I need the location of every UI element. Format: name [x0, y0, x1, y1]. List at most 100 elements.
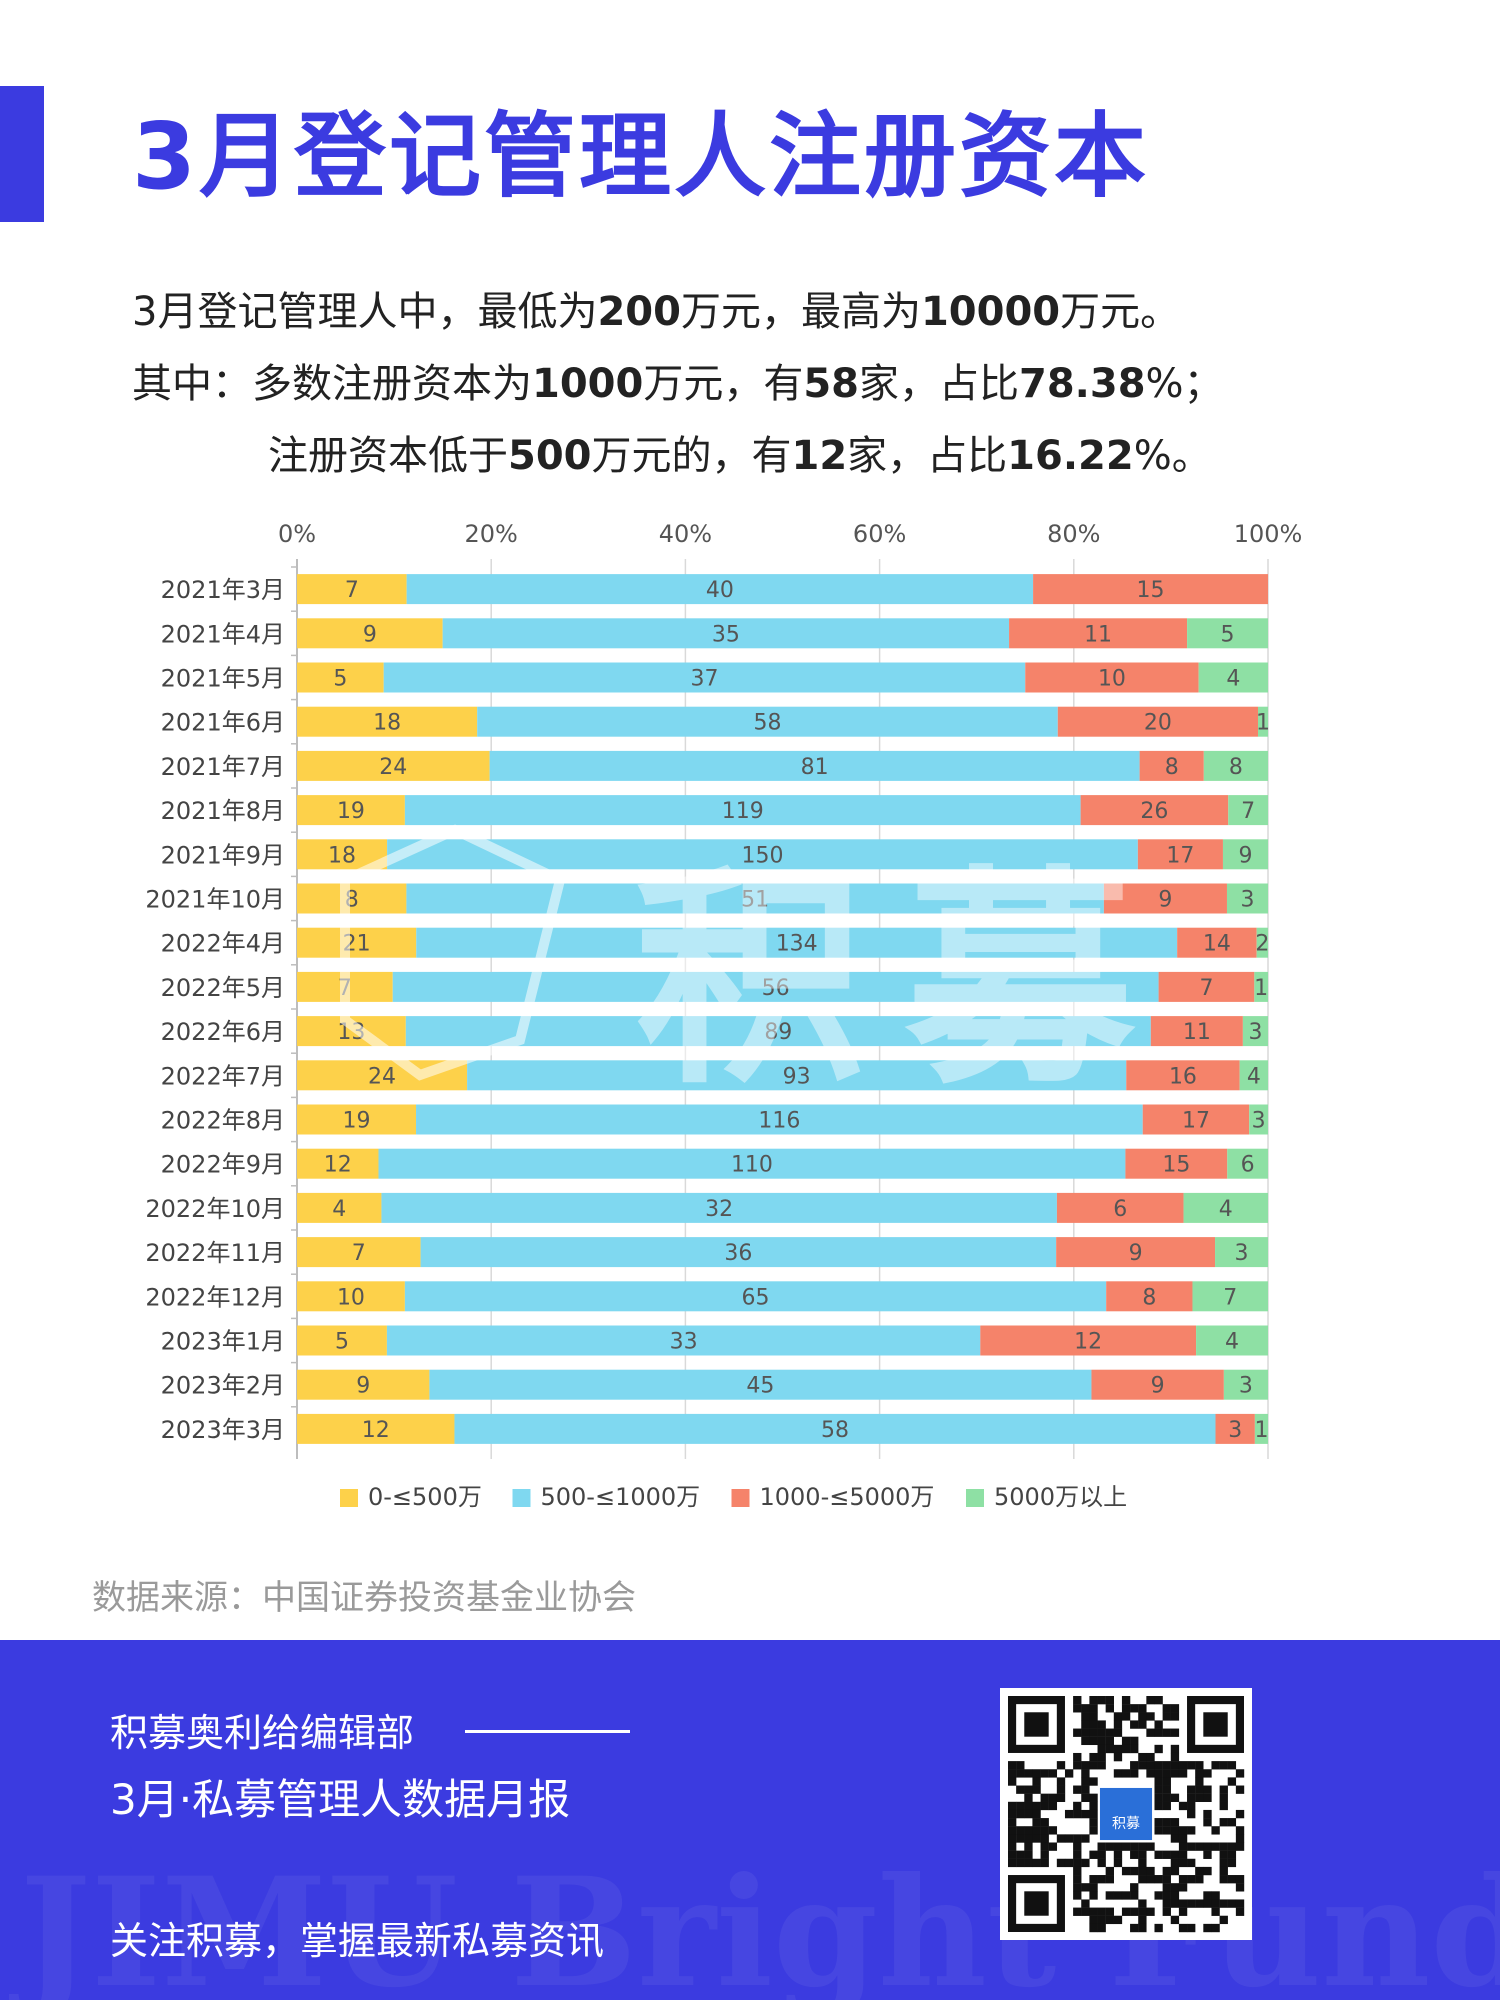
qr-module: [1154, 1777, 1163, 1786]
qr-module: [1154, 1801, 1163, 1811]
qr-module: [1089, 1761, 1098, 1770]
qr-module: [1235, 1899, 1245, 1908]
bar-segment: [381, 1192, 1057, 1223]
qr-module: [1113, 1769, 1123, 1778]
qr-module: [1024, 1826, 1033, 1835]
qr-module: [1024, 1801, 1033, 1811]
data-label: 81: [801, 755, 829, 780]
category-label: 2023年2月: [161, 1372, 285, 1400]
bar-segment: [297, 750, 490, 781]
qr-module: [1219, 1858, 1228, 1868]
bar-segment: [1025, 662, 1199, 693]
data-label: 1: [1254, 1418, 1268, 1443]
bar-segment: [297, 1369, 430, 1400]
data-label: 89: [764, 1020, 792, 1045]
qr-module: [1178, 1907, 1188, 1916]
bar-segment: [442, 618, 1010, 649]
qr-module: [1203, 1769, 1212, 1778]
qr-module: [1130, 1769, 1139, 1778]
qr-module: [1064, 1834, 1074, 1843]
qr-module: [1097, 1915, 1106, 1925]
qr-module: [1113, 1744, 1123, 1754]
data-label: 4: [1247, 1064, 1261, 1089]
qr-module: [1138, 1752, 1147, 1762]
qr-module: [1162, 1712, 1171, 1721]
qr-module: [1113, 1850, 1123, 1859]
data-label: 134: [776, 932, 818, 957]
qr-module: [1146, 1875, 1155, 1884]
qr-module: [1178, 1826, 1188, 1835]
qr-module: [1130, 1704, 1139, 1713]
x-tick-label: 40%: [659, 520, 712, 548]
qr-module: [1024, 1809, 1033, 1819]
qr-module: [1040, 1850, 1049, 1859]
category-label: 2022年6月: [161, 1018, 285, 1046]
bar-segment: [297, 1281, 405, 1312]
data-label: 9: [356, 1374, 370, 1399]
data-label: 17: [1166, 843, 1194, 868]
qr-module: [1121, 1736, 1131, 1746]
qr-module: [1081, 1769, 1090, 1778]
qr-module: [1032, 1801, 1041, 1811]
bar-segment: [467, 1060, 1127, 1091]
data-label: 116: [758, 1109, 800, 1134]
qr-module: [1105, 1728, 1114, 1737]
bar-segment: [429, 1369, 1092, 1400]
qr-module: [1097, 1850, 1106, 1859]
bar-segment: [1183, 1192, 1268, 1223]
qr-module: [1121, 1712, 1131, 1721]
qr-module: [1187, 1785, 1196, 1794]
qr-module: [1219, 1875, 1228, 1884]
qr-module: [1113, 1752, 1123, 1762]
qr-module: [1097, 1744, 1106, 1754]
category-label: 2021年4月: [161, 620, 285, 648]
qr-module: [1170, 1826, 1180, 1835]
qr-module: [1130, 1744, 1139, 1754]
category-label: 2022年9月: [161, 1151, 285, 1179]
data-label: 4: [1219, 1197, 1233, 1222]
qr-module: [1089, 1826, 1098, 1835]
qr-module: [1097, 1923, 1106, 1933]
qr-module: [1203, 1809, 1212, 1819]
bar-segment: [1242, 1016, 1268, 1047]
qr-module: [1187, 1875, 1196, 1884]
qr-module: [1056, 1858, 1066, 1868]
legend-label: 1000-≤5000万: [760, 1483, 935, 1511]
data-label: 3: [1248, 1020, 1262, 1045]
qr-module: [1089, 1720, 1098, 1729]
qr-module: [1016, 1809, 1025, 1819]
qr-module: [1235, 1826, 1245, 1835]
qr-module: [1089, 1736, 1098, 1746]
qr-module: [1016, 1858, 1025, 1868]
qr-module: [1089, 1818, 1098, 1827]
qr-module: [1235, 1883, 1245, 1892]
qr-module: [1016, 1761, 1025, 1770]
qr-module: [1154, 1923, 1163, 1933]
qr-module: [1219, 1761, 1228, 1770]
legend-swatch: [731, 1489, 750, 1507]
bar-segment: [1187, 618, 1268, 649]
qr-module: [1024, 1769, 1033, 1778]
data-label: 32: [705, 1197, 733, 1222]
bar-segment: [1215, 1413, 1255, 1444]
qr-module: [1040, 1842, 1049, 1851]
qr-module: [1113, 1720, 1123, 1729]
qr-module: [1008, 1769, 1017, 1778]
bar-segment: [404, 795, 1081, 826]
qr-module: [1154, 1728, 1163, 1737]
qr-module: [1040, 1858, 1049, 1868]
qr-module: [1008, 1842, 1017, 1851]
qr-module: [1146, 1842, 1155, 1851]
qr-module: [1105, 1842, 1114, 1851]
qr-module: [1195, 1769, 1204, 1778]
data-label: 9: [363, 622, 377, 647]
bar-segment: [1227, 1148, 1268, 1179]
qr-module: [1097, 1720, 1106, 1729]
bar-segment: [378, 1148, 1126, 1179]
bar-segment: [297, 1148, 379, 1179]
qr-module: [1113, 1858, 1123, 1868]
qr-module: [1170, 1761, 1180, 1770]
data-label: 19: [337, 799, 365, 824]
qr-module: [1089, 1793, 1098, 1802]
qr-code[interactable]: 积募: [1000, 1688, 1252, 1940]
